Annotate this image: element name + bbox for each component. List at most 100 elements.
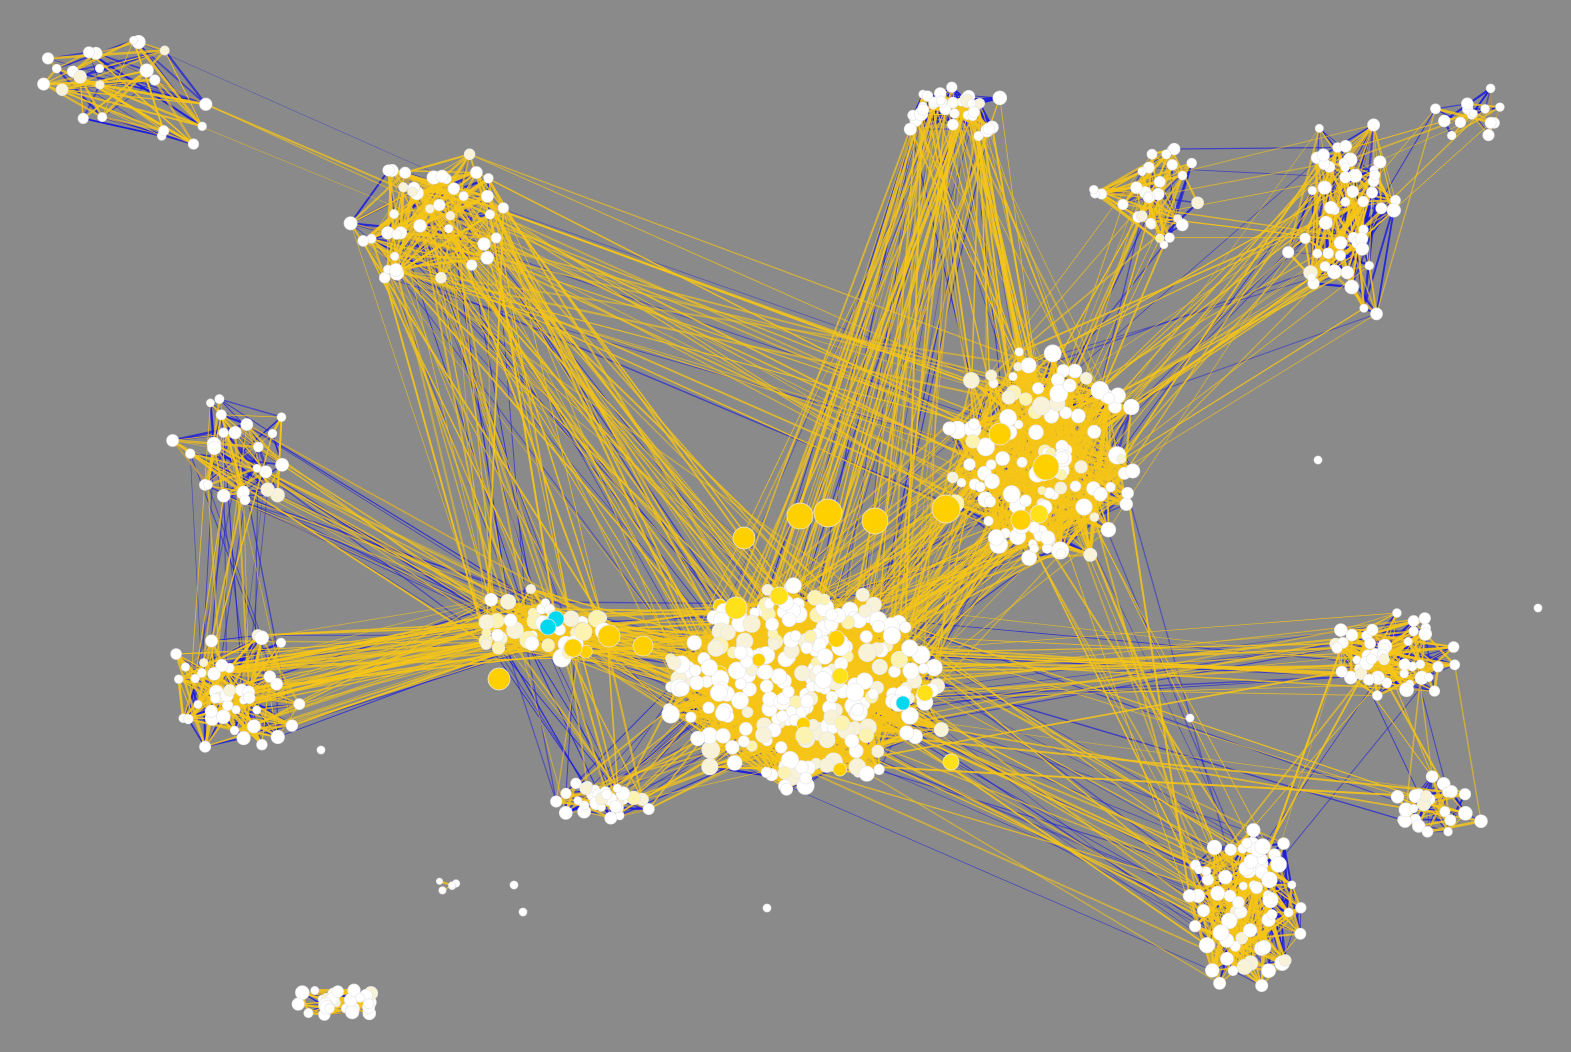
graph-node[interactable] bbox=[776, 710, 789, 723]
graph-node[interactable] bbox=[1054, 481, 1068, 495]
graph-node[interactable] bbox=[709, 683, 728, 702]
graph-node[interactable] bbox=[216, 709, 231, 725]
graph-node[interactable] bbox=[974, 481, 986, 493]
graph-node[interactable] bbox=[447, 182, 460, 195]
graph-node[interactable] bbox=[285, 719, 299, 732]
graph-node[interactable] bbox=[357, 235, 369, 247]
graph-node[interactable] bbox=[1322, 247, 1334, 259]
graph-node[interactable] bbox=[967, 106, 980, 119]
graph-node[interactable] bbox=[203, 479, 213, 490]
graph-node[interactable] bbox=[728, 661, 746, 680]
graph-node[interactable] bbox=[1458, 806, 1473, 821]
graph-node[interactable] bbox=[363, 998, 374, 1010]
graph-node[interactable] bbox=[1168, 142, 1181, 156]
graph-node[interactable] bbox=[1345, 628, 1359, 642]
graph-node[interactable] bbox=[389, 209, 399, 219]
graph-node[interactable] bbox=[448, 881, 456, 889]
graph-node[interactable] bbox=[733, 645, 748, 660]
graph-node[interactable] bbox=[480, 638, 492, 650]
graph-node-hub[interactable] bbox=[813, 498, 843, 528]
graph-node[interactable] bbox=[1241, 837, 1253, 849]
graph-node[interactable] bbox=[215, 659, 229, 672]
graph-node[interactable] bbox=[974, 98, 986, 109]
graph-node[interactable] bbox=[1418, 627, 1433, 641]
graph-node[interactable] bbox=[1130, 181, 1143, 194]
graph-node[interactable] bbox=[1447, 130, 1457, 141]
graph-node[interactable] bbox=[601, 788, 613, 800]
graph-node-hub[interactable] bbox=[724, 596, 748, 620]
graph-node[interactable] bbox=[398, 182, 409, 193]
graph-node[interactable] bbox=[1317, 180, 1332, 195]
graph-node[interactable] bbox=[871, 619, 885, 633]
graph-node[interactable] bbox=[1447, 641, 1460, 653]
graph-node[interactable] bbox=[1381, 677, 1393, 689]
graph-node[interactable] bbox=[1307, 185, 1317, 196]
graph-node-hub[interactable] bbox=[786, 502, 814, 530]
graph-node[interactable] bbox=[355, 992, 365, 1003]
graph-node[interactable] bbox=[303, 1008, 314, 1019]
graph-node[interactable] bbox=[814, 671, 833, 689]
graph-node[interactable] bbox=[345, 1005, 360, 1020]
graph-node[interactable] bbox=[825, 690, 839, 704]
graph-node[interactable] bbox=[1364, 260, 1374, 271]
graph-node[interactable] bbox=[343, 216, 358, 231]
graph-node[interactable] bbox=[737, 735, 750, 748]
graph-node[interactable] bbox=[1221, 912, 1238, 929]
graph-node[interactable] bbox=[1484, 116, 1497, 129]
graph-node[interactable] bbox=[1390, 790, 1405, 804]
graph-node[interactable] bbox=[1220, 951, 1234, 966]
graph-node[interactable] bbox=[463, 148, 476, 161]
graph-node[interactable] bbox=[760, 766, 772, 778]
graph-node[interactable] bbox=[604, 811, 618, 825]
graph-node-hub[interactable] bbox=[563, 638, 583, 658]
graph-node[interactable] bbox=[1067, 363, 1083, 379]
graph-node[interactable] bbox=[1482, 129, 1495, 142]
graph-node[interactable] bbox=[497, 202, 509, 214]
graph-node[interactable] bbox=[1201, 866, 1212, 877]
graph-node[interactable] bbox=[738, 722, 753, 736]
graph-node[interactable] bbox=[1256, 940, 1272, 955]
graph-node[interactable] bbox=[1055, 548, 1066, 559]
graph-node[interactable] bbox=[1013, 419, 1024, 430]
graph-node[interactable] bbox=[901, 639, 919, 657]
graph-node[interactable] bbox=[1232, 896, 1245, 909]
graph-node[interactable] bbox=[481, 189, 494, 203]
graph-node[interactable] bbox=[1445, 785, 1458, 798]
graph-node[interactable] bbox=[1480, 104, 1490, 114]
graph-node[interactable] bbox=[239, 494, 251, 506]
graph-node[interactable] bbox=[770, 668, 788, 685]
graph-node[interactable] bbox=[702, 701, 715, 714]
graph-node-hub[interactable] bbox=[942, 753, 960, 771]
graph-node[interactable] bbox=[1334, 623, 1348, 637]
graph-node[interactable] bbox=[51, 63, 62, 74]
graph-node[interactable] bbox=[1071, 408, 1086, 424]
graph-node[interactable] bbox=[94, 63, 105, 73]
graph-node[interactable] bbox=[1191, 196, 1204, 210]
graph-node[interactable] bbox=[1375, 202, 1388, 215]
graph-node[interactable] bbox=[995, 451, 1010, 466]
graph-node[interactable] bbox=[890, 650, 908, 669]
graph-node[interactable] bbox=[216, 488, 231, 503]
graph-node[interactable] bbox=[483, 173, 494, 184]
graph-node[interactable] bbox=[1212, 924, 1230, 941]
graph-node[interactable] bbox=[1227, 965, 1239, 977]
graph-node[interactable] bbox=[207, 440, 222, 455]
graph-node[interactable] bbox=[490, 232, 502, 244]
graph-node[interactable] bbox=[689, 664, 702, 677]
graph-node[interactable] bbox=[1367, 118, 1381, 132]
graph-node[interactable] bbox=[276, 412, 287, 422]
graph-node[interactable] bbox=[1001, 390, 1017, 405]
graph-node[interactable] bbox=[83, 46, 95, 59]
graph-node[interactable] bbox=[1339, 139, 1352, 153]
graph-node[interactable] bbox=[1370, 307, 1383, 321]
graph-node[interactable] bbox=[1262, 891, 1279, 909]
graph-node[interactable] bbox=[1331, 642, 1343, 654]
graph-node[interactable] bbox=[1243, 854, 1259, 869]
graph-node[interactable] bbox=[845, 682, 865, 702]
graph-node[interactable] bbox=[1089, 184, 1099, 195]
graph-node[interactable] bbox=[1287, 880, 1297, 890]
graph-node[interactable] bbox=[1194, 865, 1204, 875]
graph-node[interactable] bbox=[799, 771, 813, 785]
graph-node[interactable] bbox=[1424, 672, 1434, 682]
graph-node[interactable] bbox=[1403, 637, 1413, 646]
